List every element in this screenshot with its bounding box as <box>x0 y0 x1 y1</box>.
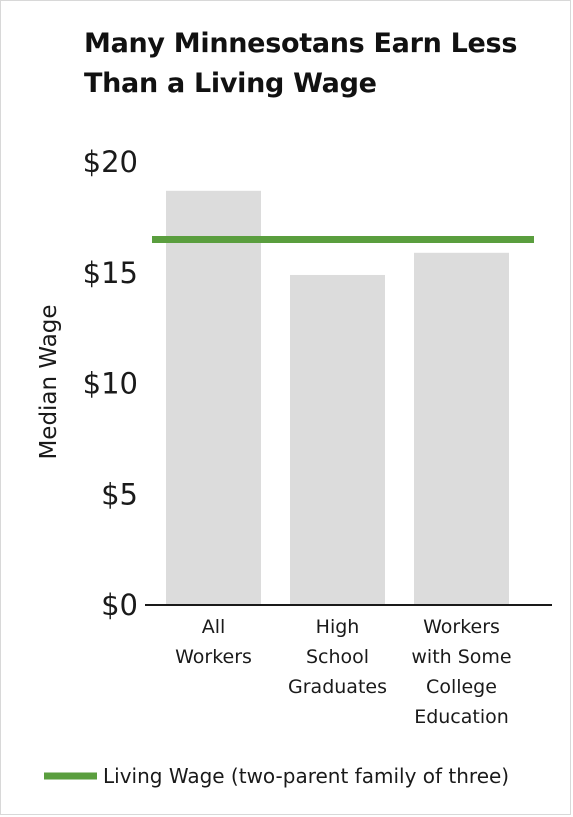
x-tick-label: Education <box>414 706 509 728</box>
y-tick-label: $5 <box>101 477 138 511</box>
x-tick-label: Graduates <box>288 676 387 698</box>
x-tick-label: School <box>306 646 369 668</box>
chart-title-line-1: Many Minnesotans Earn Less <box>84 28 518 59</box>
bar-1 <box>166 190 261 606</box>
y-tick-label: $15 <box>83 256 138 290</box>
x-tick-label: Workers <box>423 616 500 638</box>
legend-label-living-wage: Living Wage (two-parent family of three) <box>103 764 509 788</box>
x-tick-label: College <box>426 676 497 698</box>
chart-title-line-2: Than a Living Wage <box>84 68 377 99</box>
bar-2 <box>290 274 385 605</box>
bar-3 <box>414 252 509 605</box>
x-tick-label: Workers <box>175 646 252 668</box>
y-tick-label: $0 <box>101 588 138 622</box>
y-tick-label: $20 <box>83 145 138 179</box>
y-tick-label: $10 <box>83 367 138 401</box>
x-tick-label: All <box>202 616 226 638</box>
x-tick-label: with Some <box>411 646 511 668</box>
y-axis-label: Median Wage <box>36 304 62 459</box>
chart-title: Many Minnesotans Earn Less Than a Living… <box>84 24 564 104</box>
x-tick-label: High <box>316 616 360 638</box>
